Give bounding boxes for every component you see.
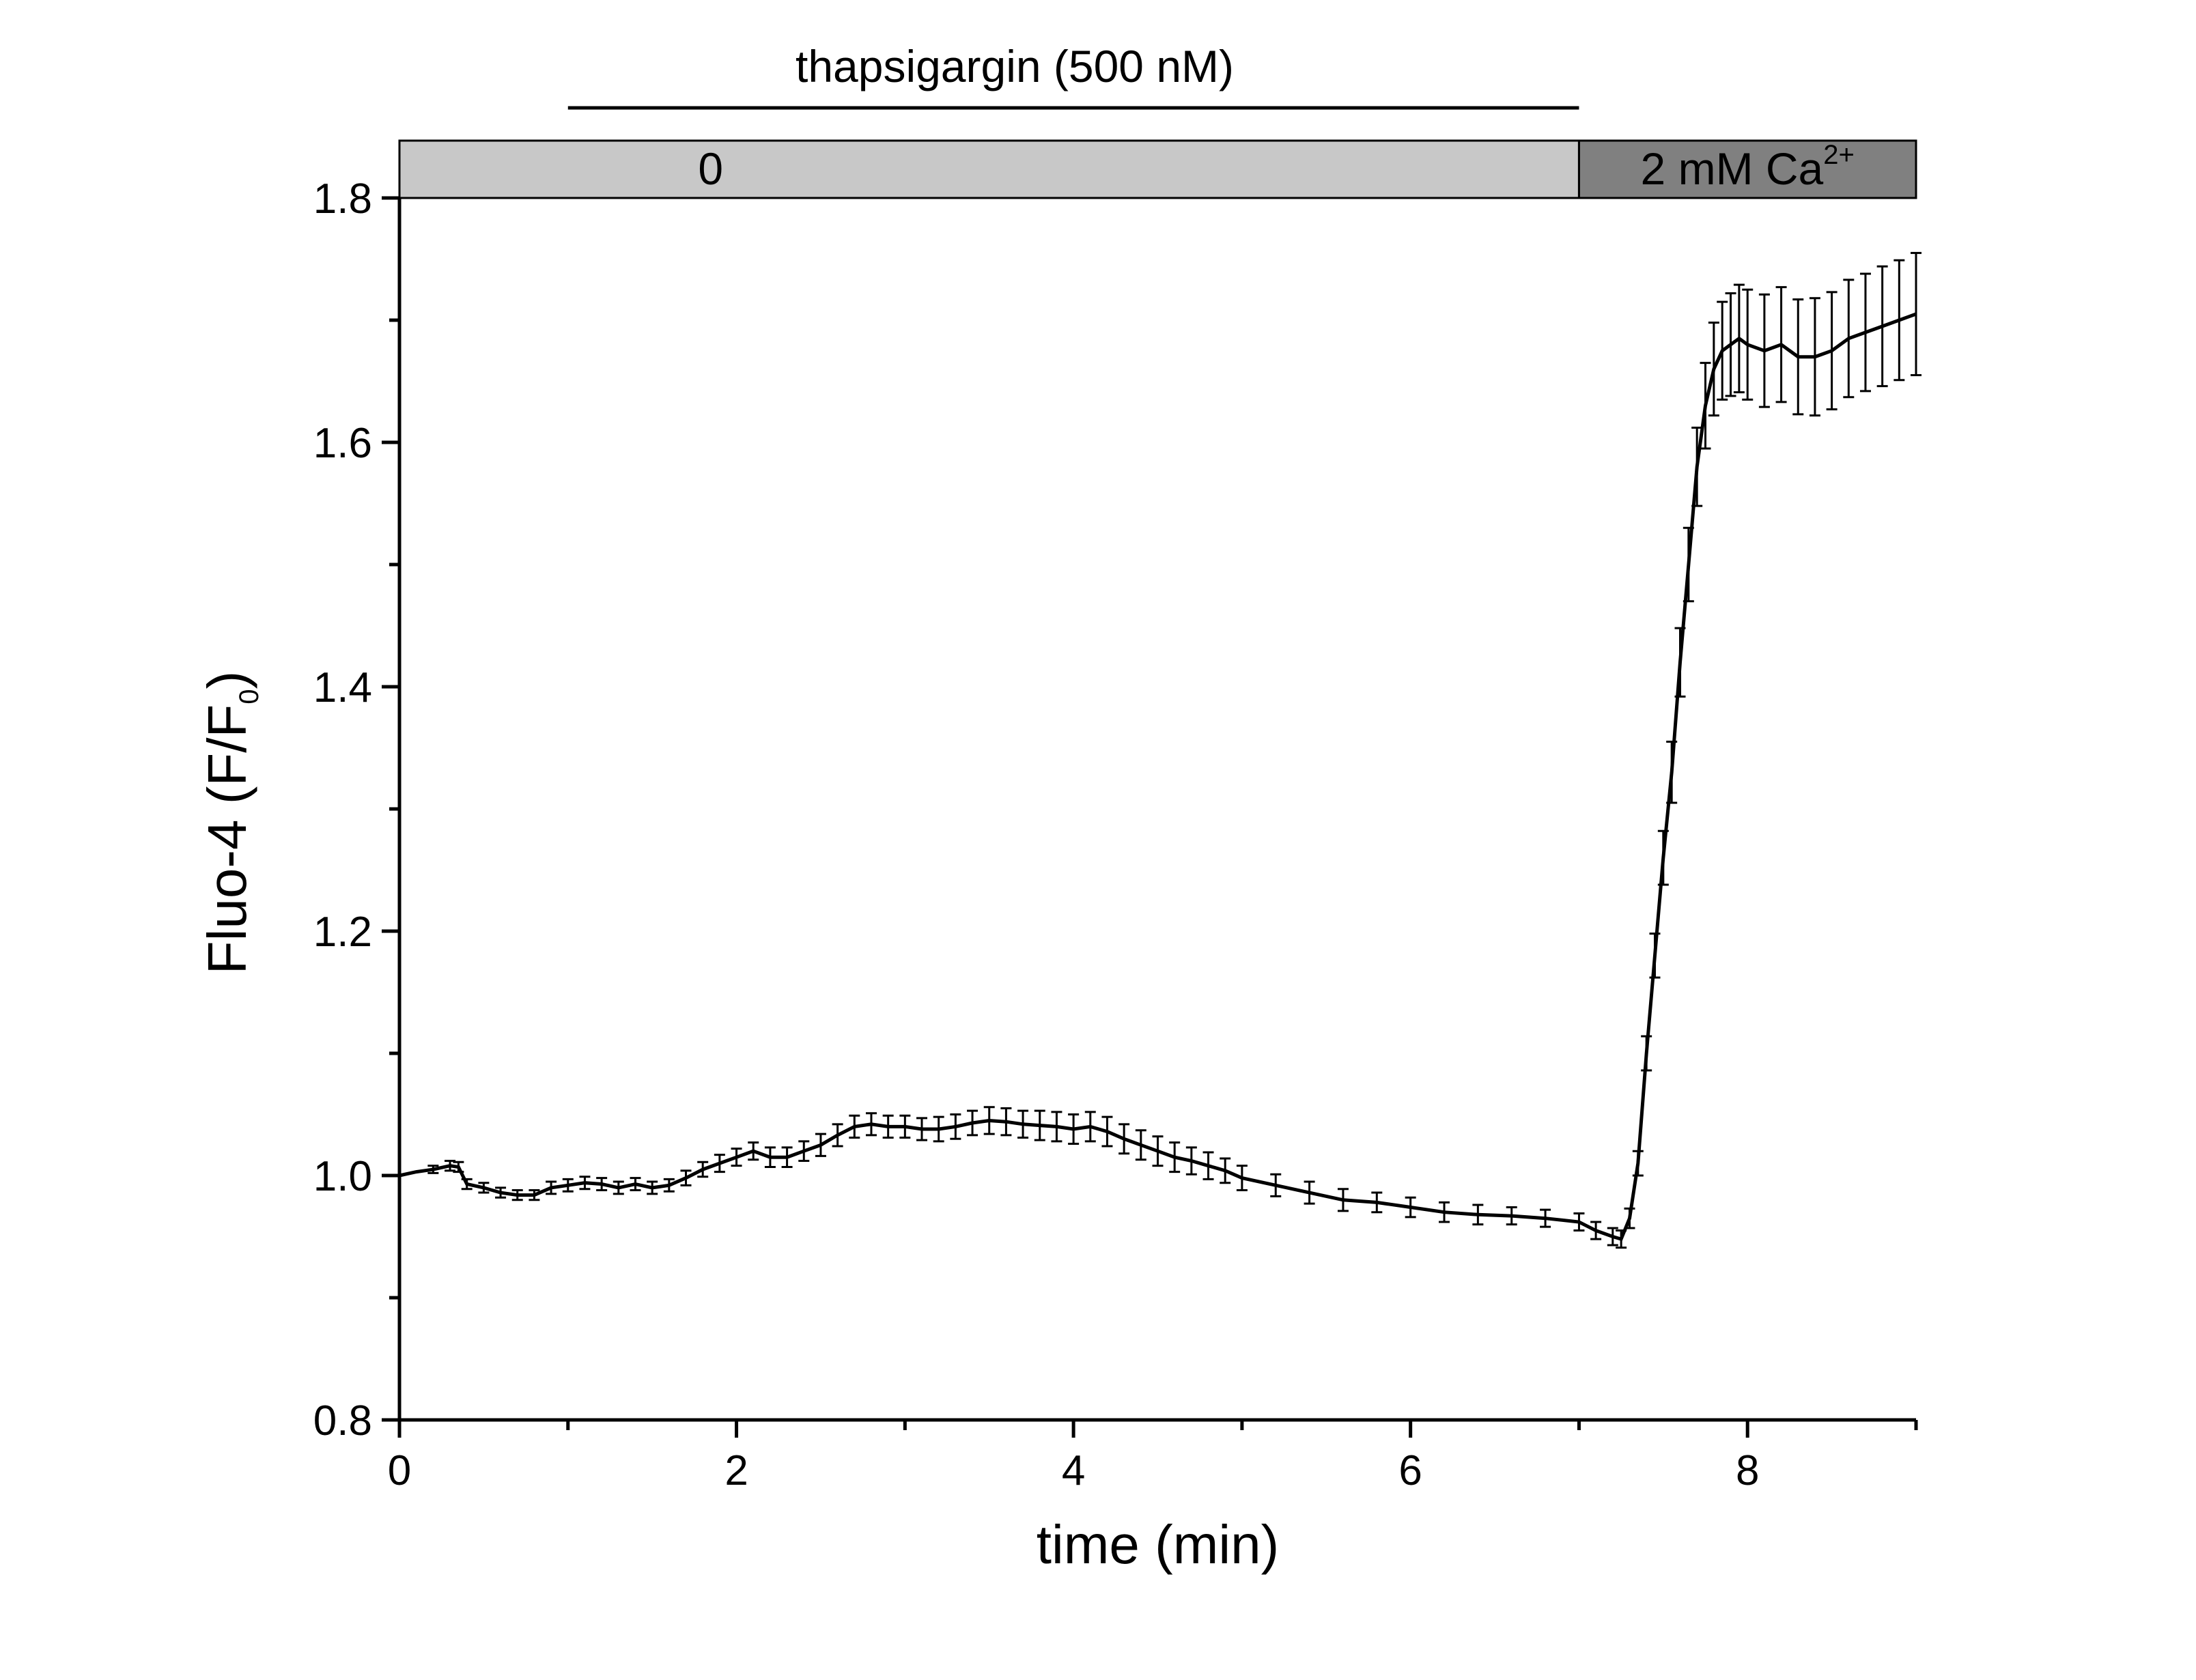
x-tick-label: 6 <box>1398 1447 1422 1494</box>
drug-label: thapsigargin (500 nM) <box>796 41 1234 91</box>
y-axis-title: Fluo-4 (F/F0) <box>197 671 264 974</box>
y-tick-label: 1.2 <box>313 909 372 956</box>
y-axis-title-close: ) <box>197 671 257 689</box>
y-tick-label: 1.0 <box>313 1153 372 1200</box>
x-axis-title: time (min) <box>1037 1514 1280 1575</box>
chart-annotations: thapsigargin (500 nM) 0 2 mM Ca2+ <box>398 41 1917 199</box>
calcium-label-text: 2 mM Ca <box>1641 143 1824 194</box>
x-tick-label: 4 <box>1062 1447 1085 1494</box>
y-ticks: 0.8 1.0 1.2 1.4 1.6 1.8 <box>313 175 399 1444</box>
axes <box>397 198 1916 1422</box>
calcium-label-superscript: 2+ <box>1823 140 1855 170</box>
error-bars <box>427 252 1922 1249</box>
condition-bar-zero-calcium <box>398 139 1580 199</box>
condition-bar-calcium <box>1577 139 1917 199</box>
y-tick-label: 1.8 <box>313 175 372 223</box>
y-tick-label: 0.8 <box>313 1397 372 1444</box>
y-tick-label: 1.6 <box>313 420 372 467</box>
series-line <box>399 312 1917 1242</box>
y-axis-title-main: Fluo-4 (F/F <box>197 704 257 975</box>
y-tick-label: 1.4 <box>313 664 372 711</box>
y-axis-title-subscript: 0 <box>234 689 264 704</box>
condition-label-calcium: 2 mM Ca2+ <box>1641 140 1855 194</box>
x-ticks: 0 2 4 6 8 <box>388 1420 1918 1494</box>
x-tick-label: 8 <box>1736 1447 1759 1494</box>
x-tick-label: 0 <box>388 1447 411 1494</box>
condition-label-zero-calcium: 0 <box>698 143 723 194</box>
x-tick-label: 2 <box>724 1447 748 1494</box>
